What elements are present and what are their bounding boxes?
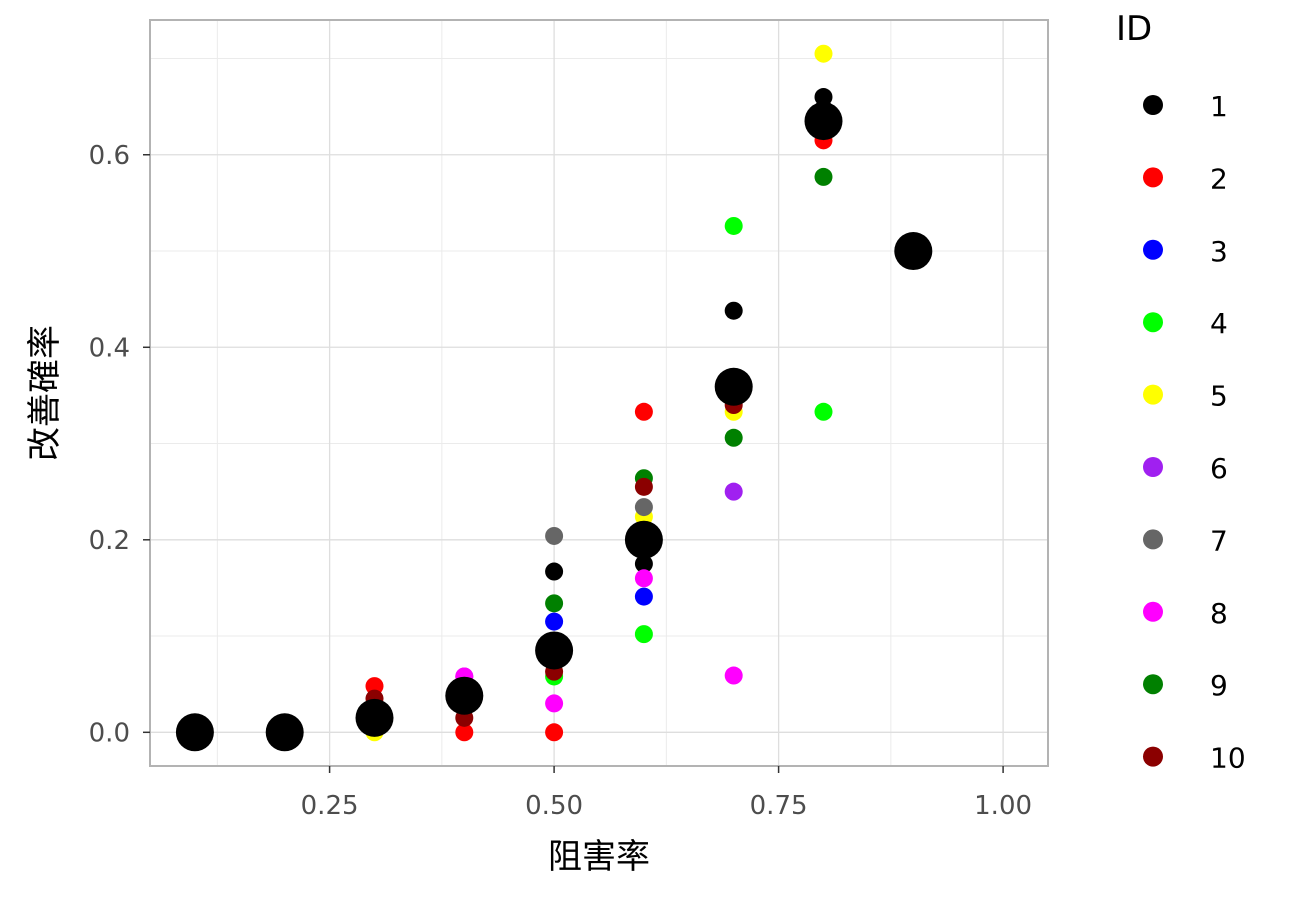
legend-key-4 — [1143, 312, 1163, 333]
mean-point — [445, 676, 484, 715]
data-point-id-2 — [545, 723, 564, 742]
y-tick-label: 0.2 — [89, 526, 130, 556]
plot-panel-border — [149, 19, 1049, 767]
legend-label-1: 1 — [1210, 90, 1228, 123]
mean-point — [894, 232, 933, 271]
data-point-id-1 — [545, 562, 564, 581]
data-points — [365, 44, 833, 742]
legend-key-1 — [1143, 95, 1163, 115]
legend-key-5 — [1143, 384, 1163, 405]
mean-point — [355, 698, 394, 737]
x-tick-label: 0.75 — [750, 791, 808, 821]
mean-point — [175, 713, 214, 752]
data-point-id-4 — [634, 625, 653, 644]
data-point-id-5 — [814, 44, 833, 63]
legend-label-7: 7 — [1210, 524, 1228, 557]
data-point-id-4 — [724, 216, 743, 235]
legend-label-9: 9 — [1210, 669, 1228, 702]
y-tick-label: 0.0 — [89, 718, 130, 748]
data-point-id-2 — [634, 402, 653, 421]
mean-point — [804, 102, 843, 141]
data-point-id-7 — [545, 526, 564, 545]
legend-key-6 — [1143, 457, 1163, 477]
data-point-id-8 — [724, 666, 743, 685]
data-point-id-6 — [724, 482, 743, 501]
data-point-id-2 — [365, 677, 384, 696]
y-tick-label: 0.4 — [89, 333, 130, 363]
data-point-id-8 — [634, 569, 653, 588]
legend-label-6: 6 — [1210, 452, 1228, 485]
data-point-id-10 — [634, 477, 653, 496]
legend-label-10: 10 — [1210, 742, 1246, 775]
data-point-id-3 — [545, 612, 564, 631]
data-point-id-1 — [634, 554, 653, 573]
legend-label-3: 3 — [1210, 235, 1228, 268]
legend-key-3 — [1143, 239, 1163, 260]
legend-title: ID — [1116, 9, 1152, 49]
data-point-id-8 — [545, 694, 564, 713]
x-tick-label: 1.00 — [974, 791, 1032, 821]
mean-point — [265, 713, 304, 752]
legend-label-4: 4 — [1210, 307, 1228, 340]
y-tick-label: 0.6 — [89, 141, 130, 171]
mean-points — [175, 102, 933, 752]
data-point-id-3 — [634, 587, 653, 606]
data-point-id-2 — [455, 723, 474, 742]
mean-point — [714, 367, 753, 406]
data-point-id-4 — [814, 402, 833, 421]
data-point-id-9 — [724, 428, 743, 447]
legend-key-2 — [1143, 167, 1163, 188]
x-tick-label: 0.50 — [525, 791, 583, 821]
legend: 1 2 3 4 5 6 7 8 9 10 — [1143, 90, 1246, 775]
x-axis-title: 阻害率 — [548, 837, 650, 877]
data-point-id-9 — [545, 594, 564, 613]
legend-key-8 — [1143, 601, 1163, 622]
mean-point — [624, 520, 663, 559]
mean-point — [535, 631, 574, 670]
data-point-id-7 — [634, 498, 653, 517]
data-point-id-1 — [724, 301, 743, 320]
y-axis-title: 改善確率 — [25, 325, 65, 461]
legend-key-9 — [1143, 674, 1163, 695]
legend-label-8: 8 — [1210, 597, 1228, 630]
legend-key-10 — [1143, 746, 1163, 767]
data-point-id-9 — [814, 167, 833, 186]
legend-label-2: 2 — [1210, 162, 1228, 195]
y-axis-ticks: 0.0 0.2 0.4 0.6 — [89, 141, 150, 748]
legend-label-5: 5 — [1210, 380, 1228, 413]
grid — [150, 20, 1048, 766]
x-axis-ticks: 0.25 0.50 0.75 1.00 — [301, 766, 1032, 821]
legend-key-7 — [1143, 529, 1163, 550]
x-tick-label: 0.25 — [301, 791, 359, 821]
